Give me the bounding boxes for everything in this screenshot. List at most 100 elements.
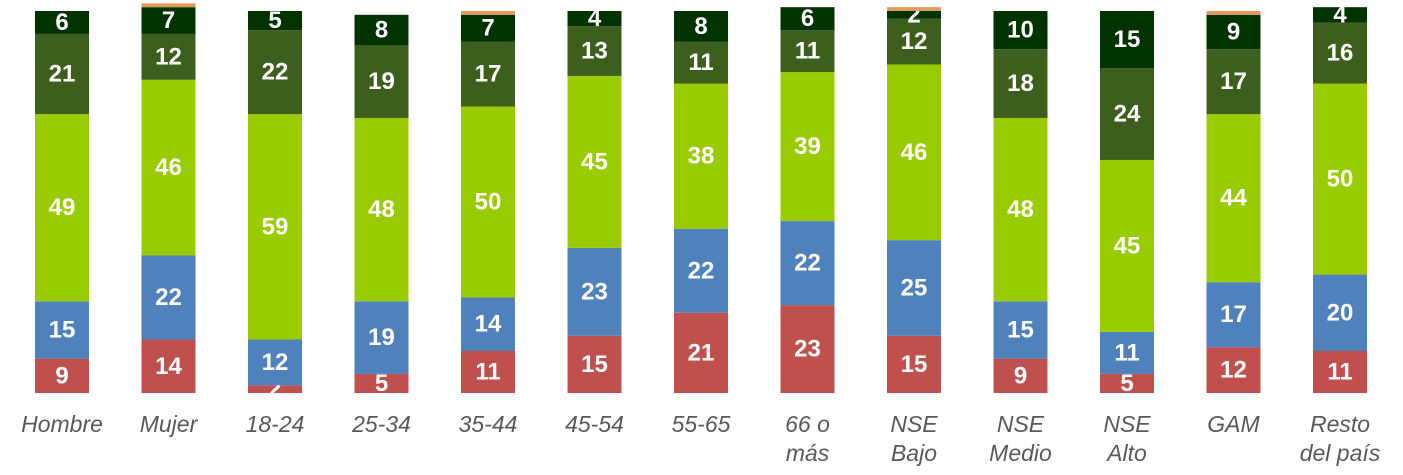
bar-segment xyxy=(354,45,409,118)
data-label: 45 xyxy=(1114,232,1141,259)
bar-segment xyxy=(141,3,196,8)
data-label: 7 xyxy=(481,15,494,42)
bar-segment xyxy=(354,301,409,374)
bar-segment xyxy=(780,30,835,73)
data-label: 11 xyxy=(795,38,820,65)
x-tick-label: 18-24 xyxy=(245,411,305,437)
bar-segment xyxy=(1313,7,1367,23)
data-label: 13 xyxy=(581,38,608,65)
bar-segment xyxy=(780,7,835,31)
bar-segment xyxy=(1100,159,1154,332)
data-label: 49 xyxy=(49,194,76,221)
bar-segment xyxy=(567,11,622,27)
data-label: 22 xyxy=(155,284,182,311)
bar-segment xyxy=(674,228,728,313)
bar-segment xyxy=(780,305,835,393)
bar-segment xyxy=(35,301,89,359)
bar-segment xyxy=(1100,331,1154,374)
data-label: 15 xyxy=(1114,26,1141,53)
bar-segment xyxy=(1100,373,1154,393)
data-label: 14 xyxy=(155,353,182,380)
bar-segment xyxy=(1100,68,1154,160)
bar-segment xyxy=(674,83,728,229)
bar-segment xyxy=(674,41,728,84)
bar-segment xyxy=(248,385,302,393)
data-label: 16 xyxy=(1327,40,1354,67)
data-label: 6 xyxy=(55,9,68,36)
x-tick-label: Resto del país xyxy=(1299,411,1381,466)
bar-segment xyxy=(461,11,515,15)
data-label: 38 xyxy=(688,143,715,170)
data-label: 18 xyxy=(1007,70,1034,97)
bar-segment xyxy=(248,11,302,31)
data-label: 22 xyxy=(794,250,821,277)
data-label: 23 xyxy=(581,278,608,305)
data-label: 45 xyxy=(581,148,608,175)
x-tick-label: Mujer xyxy=(139,411,198,437)
data-label: 10 xyxy=(1007,17,1034,44)
data-label: 11 xyxy=(1327,358,1352,385)
bar-segment xyxy=(1100,11,1154,69)
data-label: 4 xyxy=(1333,1,1347,28)
data-label: 17 xyxy=(1220,68,1247,95)
data-label: 17 xyxy=(1220,301,1247,328)
data-label: 8 xyxy=(694,13,707,40)
bar-segment xyxy=(141,7,196,34)
bar-segment xyxy=(567,26,622,76)
data-label: 59 xyxy=(262,213,289,240)
bar-segment xyxy=(780,72,835,222)
data-label: 8 xyxy=(375,17,388,44)
bar-segment xyxy=(887,7,941,11)
data-label: 48 xyxy=(368,196,395,223)
data-label: 9 xyxy=(1227,19,1240,46)
bar-segment xyxy=(354,373,409,393)
x-tick-label: 45-54 xyxy=(565,411,624,437)
bar-segment xyxy=(248,339,302,386)
bar-segment xyxy=(35,33,89,115)
data-label: 9 xyxy=(1014,362,1027,389)
data-label: 15 xyxy=(581,351,608,378)
data-label: 50 xyxy=(475,189,502,216)
bar-segment xyxy=(1313,83,1367,275)
bar-segment xyxy=(461,106,515,298)
bar-segment xyxy=(354,117,409,302)
bar-segment xyxy=(887,240,941,336)
data-label: 11 xyxy=(475,358,500,385)
bar-segment xyxy=(141,339,196,393)
bar-segment xyxy=(887,64,941,241)
data-label: 22 xyxy=(688,257,715,284)
bar-segment xyxy=(1313,22,1367,84)
data-label: 21 xyxy=(688,339,715,366)
data-label: 5 xyxy=(268,7,281,34)
bar-segment xyxy=(461,297,515,351)
bar-segment xyxy=(141,33,196,80)
x-tick-label: 66 o más xyxy=(785,411,830,466)
data-label: 6 xyxy=(801,5,814,32)
bar-segment xyxy=(1206,282,1261,348)
bar-segment xyxy=(780,221,835,306)
data-label: 9 xyxy=(55,362,68,389)
x-tick-label: NSE Bajo xyxy=(890,411,938,466)
data-label: 21 xyxy=(49,61,76,88)
bar-segment xyxy=(248,114,302,340)
bar-segment xyxy=(461,350,515,393)
data-label: 12 xyxy=(155,43,182,70)
bar-segment xyxy=(993,11,1048,50)
bar-segment xyxy=(993,301,1048,359)
bar-segment xyxy=(993,49,1048,118)
bar-segment xyxy=(1206,114,1261,283)
bar-segment xyxy=(887,335,941,393)
data-label: 50 xyxy=(1327,166,1354,193)
bar-segment xyxy=(1206,347,1261,393)
bar-segment xyxy=(887,18,941,65)
bar-segment xyxy=(461,14,515,42)
bar-segment xyxy=(567,335,622,393)
x-tick-label: GAM xyxy=(1207,411,1260,437)
bar-segment xyxy=(1206,49,1261,115)
bar-segment xyxy=(35,358,89,393)
x-tick-label: NSE Alto xyxy=(1103,411,1151,466)
bar-segment xyxy=(1206,11,1261,15)
data-label: 25 xyxy=(901,274,928,301)
x-tick-label: 25-34 xyxy=(352,411,411,437)
